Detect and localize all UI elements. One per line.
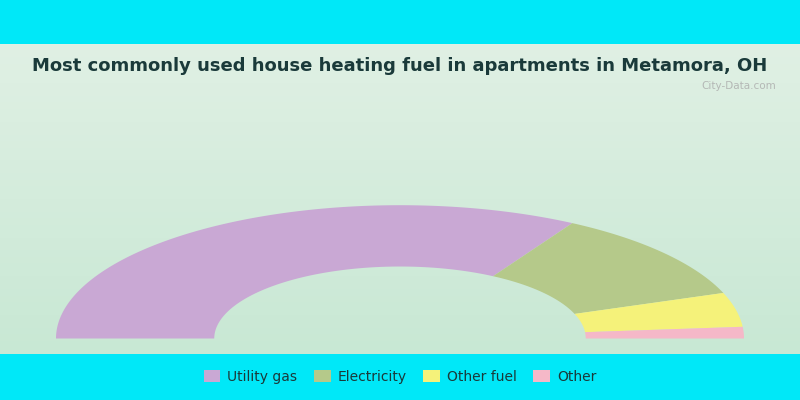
- Text: City-Data.com: City-Data.com: [702, 81, 776, 91]
- Polygon shape: [574, 293, 742, 332]
- Legend: Utility gas, Electricity, Other fuel, Other: Utility gas, Electricity, Other fuel, Ot…: [203, 370, 597, 384]
- Polygon shape: [585, 327, 744, 338]
- Text: Most commonly used house heating fuel in apartments in Metamora, OH: Most commonly used house heating fuel in…: [32, 57, 768, 75]
- Polygon shape: [493, 223, 723, 314]
- Polygon shape: [56, 205, 572, 338]
